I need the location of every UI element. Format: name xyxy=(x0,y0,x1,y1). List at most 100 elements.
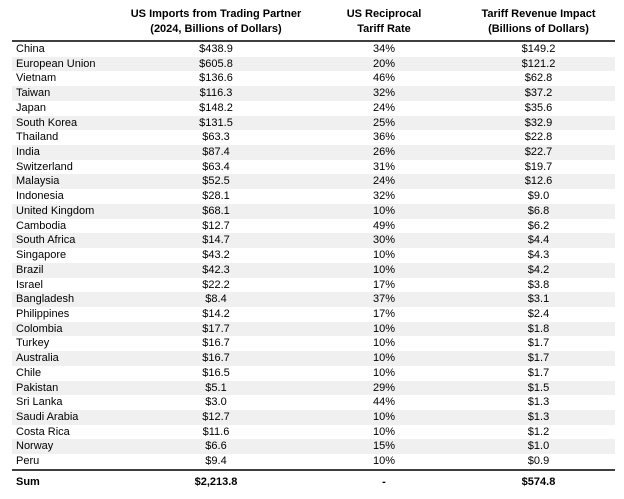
table-row: Australia $16.7 10% $1.7 xyxy=(12,351,615,366)
revenue-cell: $35.6 xyxy=(524,101,553,114)
table-body: China $438.9 34% $149.2 European Union $605.8… xyxy=(12,41,615,470)
country-cell: Singapore xyxy=(16,249,67,262)
country-cell: Pakistan xyxy=(16,381,59,394)
revenue-cell: $4.3 xyxy=(527,249,550,262)
imports-cell: $605.8 xyxy=(199,57,233,70)
country-cell: Vietnam xyxy=(16,72,57,85)
revenue-cell: $19.7 xyxy=(524,160,553,173)
revenue-cell: $9.0 xyxy=(527,190,550,203)
country-cell: Saudi Arabia xyxy=(16,410,79,423)
table-row: Peru $9.4 10% $0.9 xyxy=(12,454,615,470)
tariff-rate-cell: 49% xyxy=(372,219,396,232)
table-row: Saudi Arabia $12.7 10% $1.3 xyxy=(12,409,615,425)
table-row: Norway $6.6 15% $1.0 xyxy=(12,439,615,455)
table-row: China $438.9 34% $149.2 xyxy=(12,41,615,57)
table-row: European Union $605.8 20% $121.2 xyxy=(12,56,615,72)
revenue-cell: $1.7 xyxy=(527,337,550,350)
imports-cell: $148.2 xyxy=(199,101,233,114)
table-row: Philippines $14.2 17% $2.4 xyxy=(12,307,615,322)
tariff-rate-cell: 24% xyxy=(372,175,396,188)
table-row: Turkey $16.7 10% $1.7 xyxy=(12,336,615,351)
imports-cell: $22.2 xyxy=(202,278,230,291)
imports-cell: $438.9 xyxy=(199,43,233,55)
imports-cell: $43.2 xyxy=(202,249,230,262)
header-tariff-rate-line1: US Reciprocal xyxy=(346,8,422,20)
table-row: Pakistan $5.1 29% $1.5 xyxy=(12,380,615,396)
imports-cell: $9.4 xyxy=(205,455,227,468)
country-cell: Malaysia xyxy=(16,175,60,188)
country-cell: Israel xyxy=(16,278,43,291)
revenue-cell: $2.4 xyxy=(527,307,550,320)
imports-cell: $52.5 xyxy=(202,175,230,188)
imports-cell: $8.4 xyxy=(205,293,227,306)
tariff-table: US Imports from Trading Partner (2024, B… xyxy=(12,5,615,494)
tariff-rate-cell: 10% xyxy=(372,352,396,365)
header-revenue-line1: Tariff Revenue Impact xyxy=(481,8,596,20)
revenue-cell: $22.7 xyxy=(524,146,553,159)
imports-cell: $17.7 xyxy=(202,322,230,335)
revenue-cell: $149.2 xyxy=(521,43,556,55)
revenue-cell: $32.9 xyxy=(524,116,553,129)
imports-cell: $6.6 xyxy=(205,440,227,453)
table-row: South Korea $131.5 25% $32.9 xyxy=(12,115,615,131)
tariff-rate-cell: 17% xyxy=(372,278,396,291)
revenue-cell: $0.9 xyxy=(527,455,550,468)
imports-cell: $16.5 xyxy=(202,366,230,379)
imports-cell: $3.0 xyxy=(205,396,227,409)
imports-cell: $136.6 xyxy=(199,72,233,85)
imports-cell: $42.3 xyxy=(202,263,230,276)
imports-cell: $12.7 xyxy=(202,410,230,423)
country-cell: India xyxy=(16,146,40,159)
table-row: Taiwan $116.3 32% $37.2 xyxy=(12,86,615,101)
country-cell: United Kingdom xyxy=(16,204,95,217)
country-cell: Turkey xyxy=(16,337,50,350)
revenue-cell: $62.8 xyxy=(524,72,553,85)
sum-revenue-cell: $574.8 xyxy=(462,468,615,494)
imports-cell: $87.4 xyxy=(202,146,230,159)
tariff-rate-cell: 10% xyxy=(372,337,396,350)
imports-cell: $16.7 xyxy=(202,352,230,365)
table-row: Sri Lanka $3.0 44% $1.3 xyxy=(12,395,615,410)
country-cell: Philippines xyxy=(16,307,70,320)
imports-cell: $28.1 xyxy=(202,190,230,203)
country-cell: Thailand xyxy=(16,131,59,144)
sum-label-cell: Sum xyxy=(12,468,126,494)
tariff-rate-cell: 10% xyxy=(372,455,396,468)
sum-row: Sum $2,213.8 - $574.8 xyxy=(12,468,615,494)
revenue-cell: $1.7 xyxy=(527,366,550,379)
table-row: Brazil $42.3 10% $4.2 xyxy=(12,262,615,278)
country-cell: Cambodia xyxy=(16,219,67,232)
tariff-rate-cell: 25% xyxy=(372,116,396,129)
country-cell: South Africa xyxy=(16,234,76,247)
imports-cell: $11.6 xyxy=(202,425,230,438)
revenue-cell: $1.2 xyxy=(527,425,550,438)
table-row: Vietnam $136.6 46% $62.8 xyxy=(12,71,615,86)
table-row: Japan $148.2 24% $35.6 xyxy=(12,101,615,116)
tariff-rate-cell: 10% xyxy=(372,425,396,438)
header-partner xyxy=(12,5,126,42)
table-row: Costa Rica $11.6 10% $1.2 xyxy=(12,425,615,440)
revenue-cell: $4.4 xyxy=(527,234,550,247)
table-row: Colombia $17.7 10% $1.8 xyxy=(12,321,615,337)
tariff-rate-cell: 17% xyxy=(372,307,396,320)
table-row: South Africa $14.7 30% $4.4 xyxy=(12,233,615,249)
country-cell: Indonesia xyxy=(16,190,64,203)
revenue-cell: $22.8 xyxy=(524,131,553,144)
header-revenue: Tariff Revenue Impact (Billions of Dolla… xyxy=(462,5,615,42)
imports-cell: $12.7 xyxy=(202,219,230,232)
tariff-rate-cell: 15% xyxy=(372,440,396,453)
revenue-cell: $1.0 xyxy=(527,440,550,453)
table-row: Indonesia $28.1 32% $9.0 xyxy=(12,189,615,204)
country-cell: China xyxy=(16,43,45,55)
tariff-rate-cell: 10% xyxy=(372,322,396,335)
country-cell: Taiwan xyxy=(16,87,51,100)
revenue-cell: $1.3 xyxy=(527,396,550,409)
tariff-rate-cell: 26% xyxy=(372,146,396,159)
revenue-cell: $6.2 xyxy=(527,219,550,232)
tariff-rate-cell: 32% xyxy=(372,87,396,100)
table-row: Thailand $63.3 36% $22.8 xyxy=(12,130,615,145)
tariff-rate-cell: 20% xyxy=(372,57,396,70)
tariff-rate-cell: 10% xyxy=(372,249,396,262)
imports-cell: $5.1 xyxy=(205,381,227,394)
